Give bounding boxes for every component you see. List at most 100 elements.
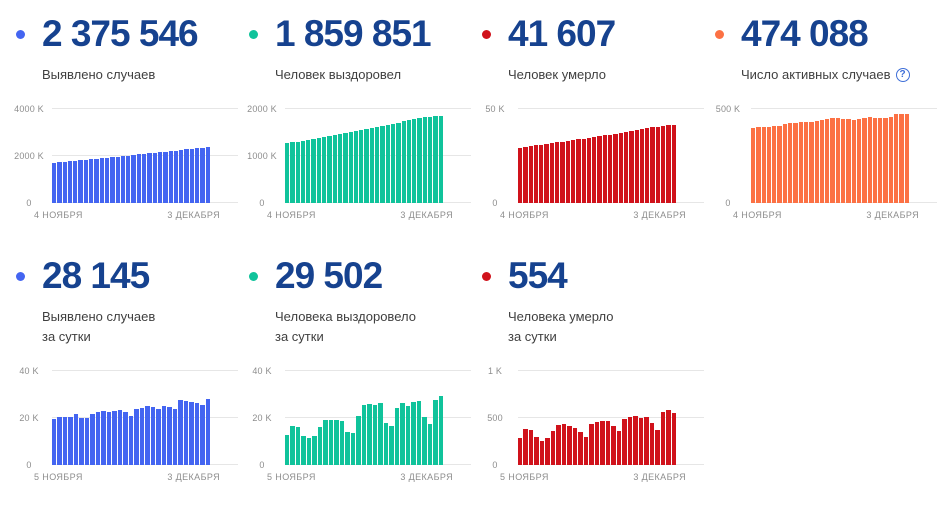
- bar: [809, 121, 814, 203]
- bars: [518, 109, 676, 203]
- bar: [184, 149, 189, 203]
- plot-area: [751, 108, 937, 203]
- stat-label: Выявлено случаев: [42, 67, 156, 82]
- y-tick-label: 0: [259, 198, 265, 208]
- x-end-label: 3 ДЕКАБРЯ: [400, 210, 453, 220]
- bar: [570, 140, 576, 203]
- bar: [433, 116, 438, 203]
- bar: [120, 156, 126, 203]
- bar: [862, 118, 867, 203]
- stat-value: 554: [508, 254, 568, 296]
- bar: [131, 155, 136, 203]
- plot-area: [518, 108, 704, 203]
- bar: [401, 121, 406, 203]
- plot-area: [52, 108, 238, 203]
- y-axis: 40 K 20 K 0: [247, 366, 277, 470]
- bar: [772, 126, 777, 203]
- bar: [851, 119, 856, 203]
- bar: [339, 420, 345, 465]
- y-tick-label: 1 K: [487, 366, 503, 376]
- bar: [145, 406, 150, 465]
- bar: [84, 418, 90, 465]
- bar: [883, 117, 888, 203]
- bar: [793, 122, 798, 203]
- bar: [586, 137, 592, 203]
- stat-card-daily-deaths: 554 Человека умерло за сутки 1 K 500 0 5 Н…: [480, 256, 706, 482]
- bar: [375, 126, 380, 203]
- help-icon[interactable]: ?: [895, 68, 910, 82]
- bar: [904, 113, 909, 203]
- bar: [638, 418, 644, 465]
- bar: [518, 147, 523, 203]
- bar: [317, 426, 323, 465]
- y-tick-label: 0: [26, 460, 32, 470]
- bar: [899, 113, 904, 203]
- x-end-label: 3 ДЕКАБРЯ: [400, 472, 453, 482]
- gridline: [285, 370, 471, 371]
- stat-card-total-recovered: 1 859 851 Человек выздоровел 2000 K 1000 …: [247, 14, 473, 220]
- bar: [178, 400, 183, 465]
- bar: [645, 128, 650, 203]
- chart-total-cases: 4000 K 2000 K 0: [14, 104, 240, 208]
- bar: [597, 136, 602, 203]
- plot-area: [285, 370, 471, 465]
- bar: [115, 156, 120, 203]
- bar: [205, 398, 211, 465]
- bar: [634, 130, 639, 203]
- bar: [128, 415, 134, 465]
- bar: [649, 423, 655, 465]
- bar: [528, 430, 534, 465]
- bar: [613, 133, 618, 203]
- bar: [285, 435, 290, 465]
- bar: [798, 122, 803, 203]
- bar: [627, 417, 633, 465]
- accent-dot: [482, 271, 491, 281]
- gridline: [285, 417, 471, 418]
- bar: [841, 118, 846, 203]
- bar: [528, 146, 533, 203]
- bar: [661, 125, 666, 203]
- bar: [189, 402, 194, 465]
- bar: [602, 135, 608, 203]
- bar: [428, 116, 433, 203]
- bar: [139, 407, 145, 465]
- bars: [751, 109, 909, 203]
- y-axis: 40 K 20 K 0: [14, 366, 44, 470]
- bar: [126, 155, 131, 203]
- bar: [73, 413, 79, 465]
- bar: [782, 124, 788, 203]
- bar: [766, 126, 772, 203]
- bar: [560, 141, 565, 203]
- y-tick-label: 1000 K: [247, 151, 277, 161]
- stat-label: Человек выздоровел: [275, 67, 402, 82]
- bar: [52, 162, 57, 203]
- bar: [195, 148, 200, 203]
- bar: [417, 118, 422, 203]
- y-tick-label: 0: [26, 198, 32, 208]
- bar: [136, 154, 142, 203]
- gridline: [518, 417, 704, 418]
- bar: [300, 140, 306, 203]
- y-axis: 1 K 500 0: [480, 366, 510, 470]
- bar: [751, 128, 756, 203]
- bar: [644, 417, 649, 465]
- bar: [565, 140, 570, 203]
- bar: [348, 132, 353, 203]
- stat-label: Человека умерло за сутки: [508, 309, 614, 344]
- x-end-label: 3 ДЕКАБРЯ: [167, 472, 220, 482]
- bar: [167, 406, 172, 465]
- bar: [200, 405, 205, 465]
- bar: [301, 436, 306, 465]
- bar: [803, 121, 809, 203]
- y-axis: 2000 K 1000 K 0: [247, 104, 277, 208]
- covid-stats-dashboard: 2 375 546 Выявлено случаев 4000 K 2000 K 0…: [14, 14, 939, 482]
- y-tick-label: 2000 K: [247, 104, 277, 114]
- bar: [67, 161, 73, 203]
- bar: [605, 421, 611, 465]
- bar: [383, 422, 389, 465]
- bar: [52, 419, 57, 465]
- bar: [356, 415, 361, 465]
- bar: [150, 406, 156, 465]
- bar: [183, 400, 189, 465]
